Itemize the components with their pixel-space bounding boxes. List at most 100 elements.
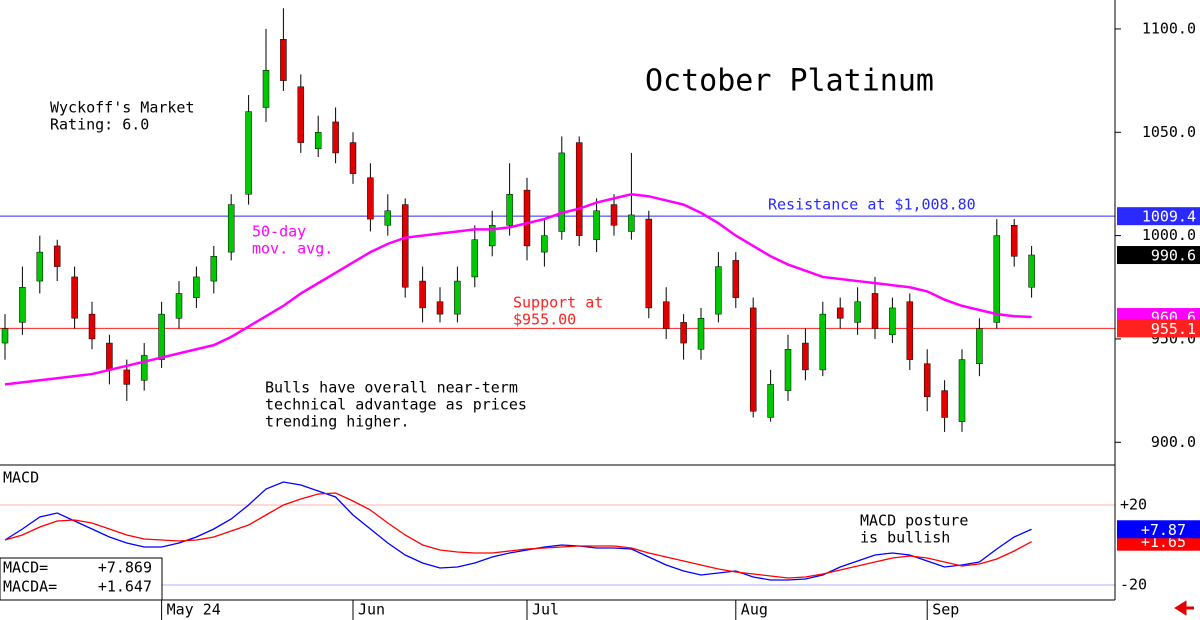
x-tick-label: Jun [358, 601, 385, 619]
candle-body [314, 132, 322, 150]
x-tick-label: Sep [932, 601, 959, 619]
candle-body [193, 276, 200, 298]
candle-body [871, 293, 879, 329]
macd-line [4, 492, 1032, 579]
price-tag-label: 1009.4 [1142, 208, 1196, 226]
candle-body [889, 307, 896, 336]
y-tick-label: 1000.0 [1142, 226, 1196, 244]
chart-title: October Platinum [645, 64, 934, 99]
candle-body [401, 204, 409, 288]
annotation: Bulls have overall near-term [265, 379, 518, 397]
price-tag [1117, 246, 1200, 265]
readout-name: MACDA= [3, 578, 57, 596]
annotation: 50-day [252, 223, 306, 241]
macd-tag-label: +7.87 [1141, 521, 1186, 539]
price-tag-label: 955.1 [1151, 320, 1196, 338]
candle-body [941, 390, 948, 418]
candle-body [784, 349, 792, 391]
annotation: Support at [513, 294, 603, 312]
candle-body [697, 318, 705, 350]
candle-body [123, 369, 131, 385]
candle-body [906, 301, 914, 360]
y-tick-label: 1050.0 [1142, 123, 1196, 141]
readout-value: +7.869 [98, 559, 152, 577]
price-tag [1117, 207, 1200, 226]
candle-body [645, 218, 653, 309]
annotation: is bullish [860, 529, 950, 547]
candle-body [506, 194, 513, 226]
candle-body [558, 152, 566, 232]
annotation: technical advantage as prices [265, 396, 527, 414]
candle-body [71, 276, 78, 319]
annotation: Rating: 6.0 [50, 116, 149, 134]
panel-title: MACD [3, 469, 39, 487]
candle-body [541, 235, 548, 253]
candle-body [175, 293, 183, 319]
candle-body [1, 328, 9, 344]
y-tick-label: 1100.0 [1142, 19, 1196, 37]
price-tag-label: 990.6 [1151, 247, 1196, 265]
x-tick-label: Aug [741, 601, 768, 619]
annotation: trending higher. [265, 413, 410, 431]
candle-body [836, 307, 844, 319]
candle-body [610, 204, 618, 226]
candle-body [454, 280, 461, 315]
candle-body [976, 328, 983, 364]
candle-body [1028, 254, 1035, 288]
candle-body [749, 307, 757, 412]
annotation: mov. avg. [252, 240, 333, 258]
candle-body [523, 189, 531, 247]
x-tick-label: May 24 [167, 601, 221, 619]
candle-body [297, 86, 305, 143]
candle-body [245, 111, 252, 195]
x-tick-label: Jul [532, 601, 559, 619]
candle-body [19, 287, 26, 323]
candle-body [471, 239, 479, 278]
candle-body [575, 142, 583, 236]
candle-body [158, 313, 165, 360]
candle-body [280, 39, 287, 81]
candle-body [802, 342, 809, 371]
candle-body [680, 322, 687, 344]
candle-body [628, 214, 635, 232]
candle-body [106, 342, 113, 371]
candle-body [384, 210, 392, 226]
candle-body [36, 251, 44, 282]
candle-body [140, 355, 148, 381]
candle-body [88, 313, 96, 340]
candle-body [419, 280, 426, 309]
annotation: Wyckoff's Market [50, 99, 195, 117]
candle-body [53, 245, 61, 267]
candle-body [715, 266, 722, 315]
annotation: MACD posture [860, 512, 968, 530]
candle-body [593, 210, 600, 240]
price-tag [1117, 319, 1200, 338]
candle-body [367, 177, 374, 220]
candle-body [210, 256, 218, 282]
candle-body [923, 363, 931, 398]
annotation: Resistance at $1,008.80 [768, 196, 976, 214]
readout-box [0, 557, 163, 601]
candle-body [767, 384, 774, 418]
candle-body [819, 313, 827, 371]
macd-tag [1117, 520, 1200, 539]
candle-body [488, 225, 496, 247]
candle-body [732, 260, 740, 298]
readout-name: MACD= [3, 559, 48, 577]
y-tick-label: +20 [1120, 496, 1147, 514]
scroll-arrow [1174, 600, 1194, 616]
candle-body [993, 235, 1001, 323]
y-tick-label: -20 [1120, 576, 1147, 594]
y-tick-label: 900.0 [1151, 433, 1196, 451]
candle-body [662, 301, 670, 329]
readout-value: +1.647 [98, 578, 152, 596]
candle-body [349, 142, 357, 174]
candle-body [227, 204, 235, 253]
candle-body [332, 121, 339, 154]
macd-line [4, 481, 1032, 581]
candle-body [1010, 225, 1018, 257]
candle-body [958, 359, 966, 422]
